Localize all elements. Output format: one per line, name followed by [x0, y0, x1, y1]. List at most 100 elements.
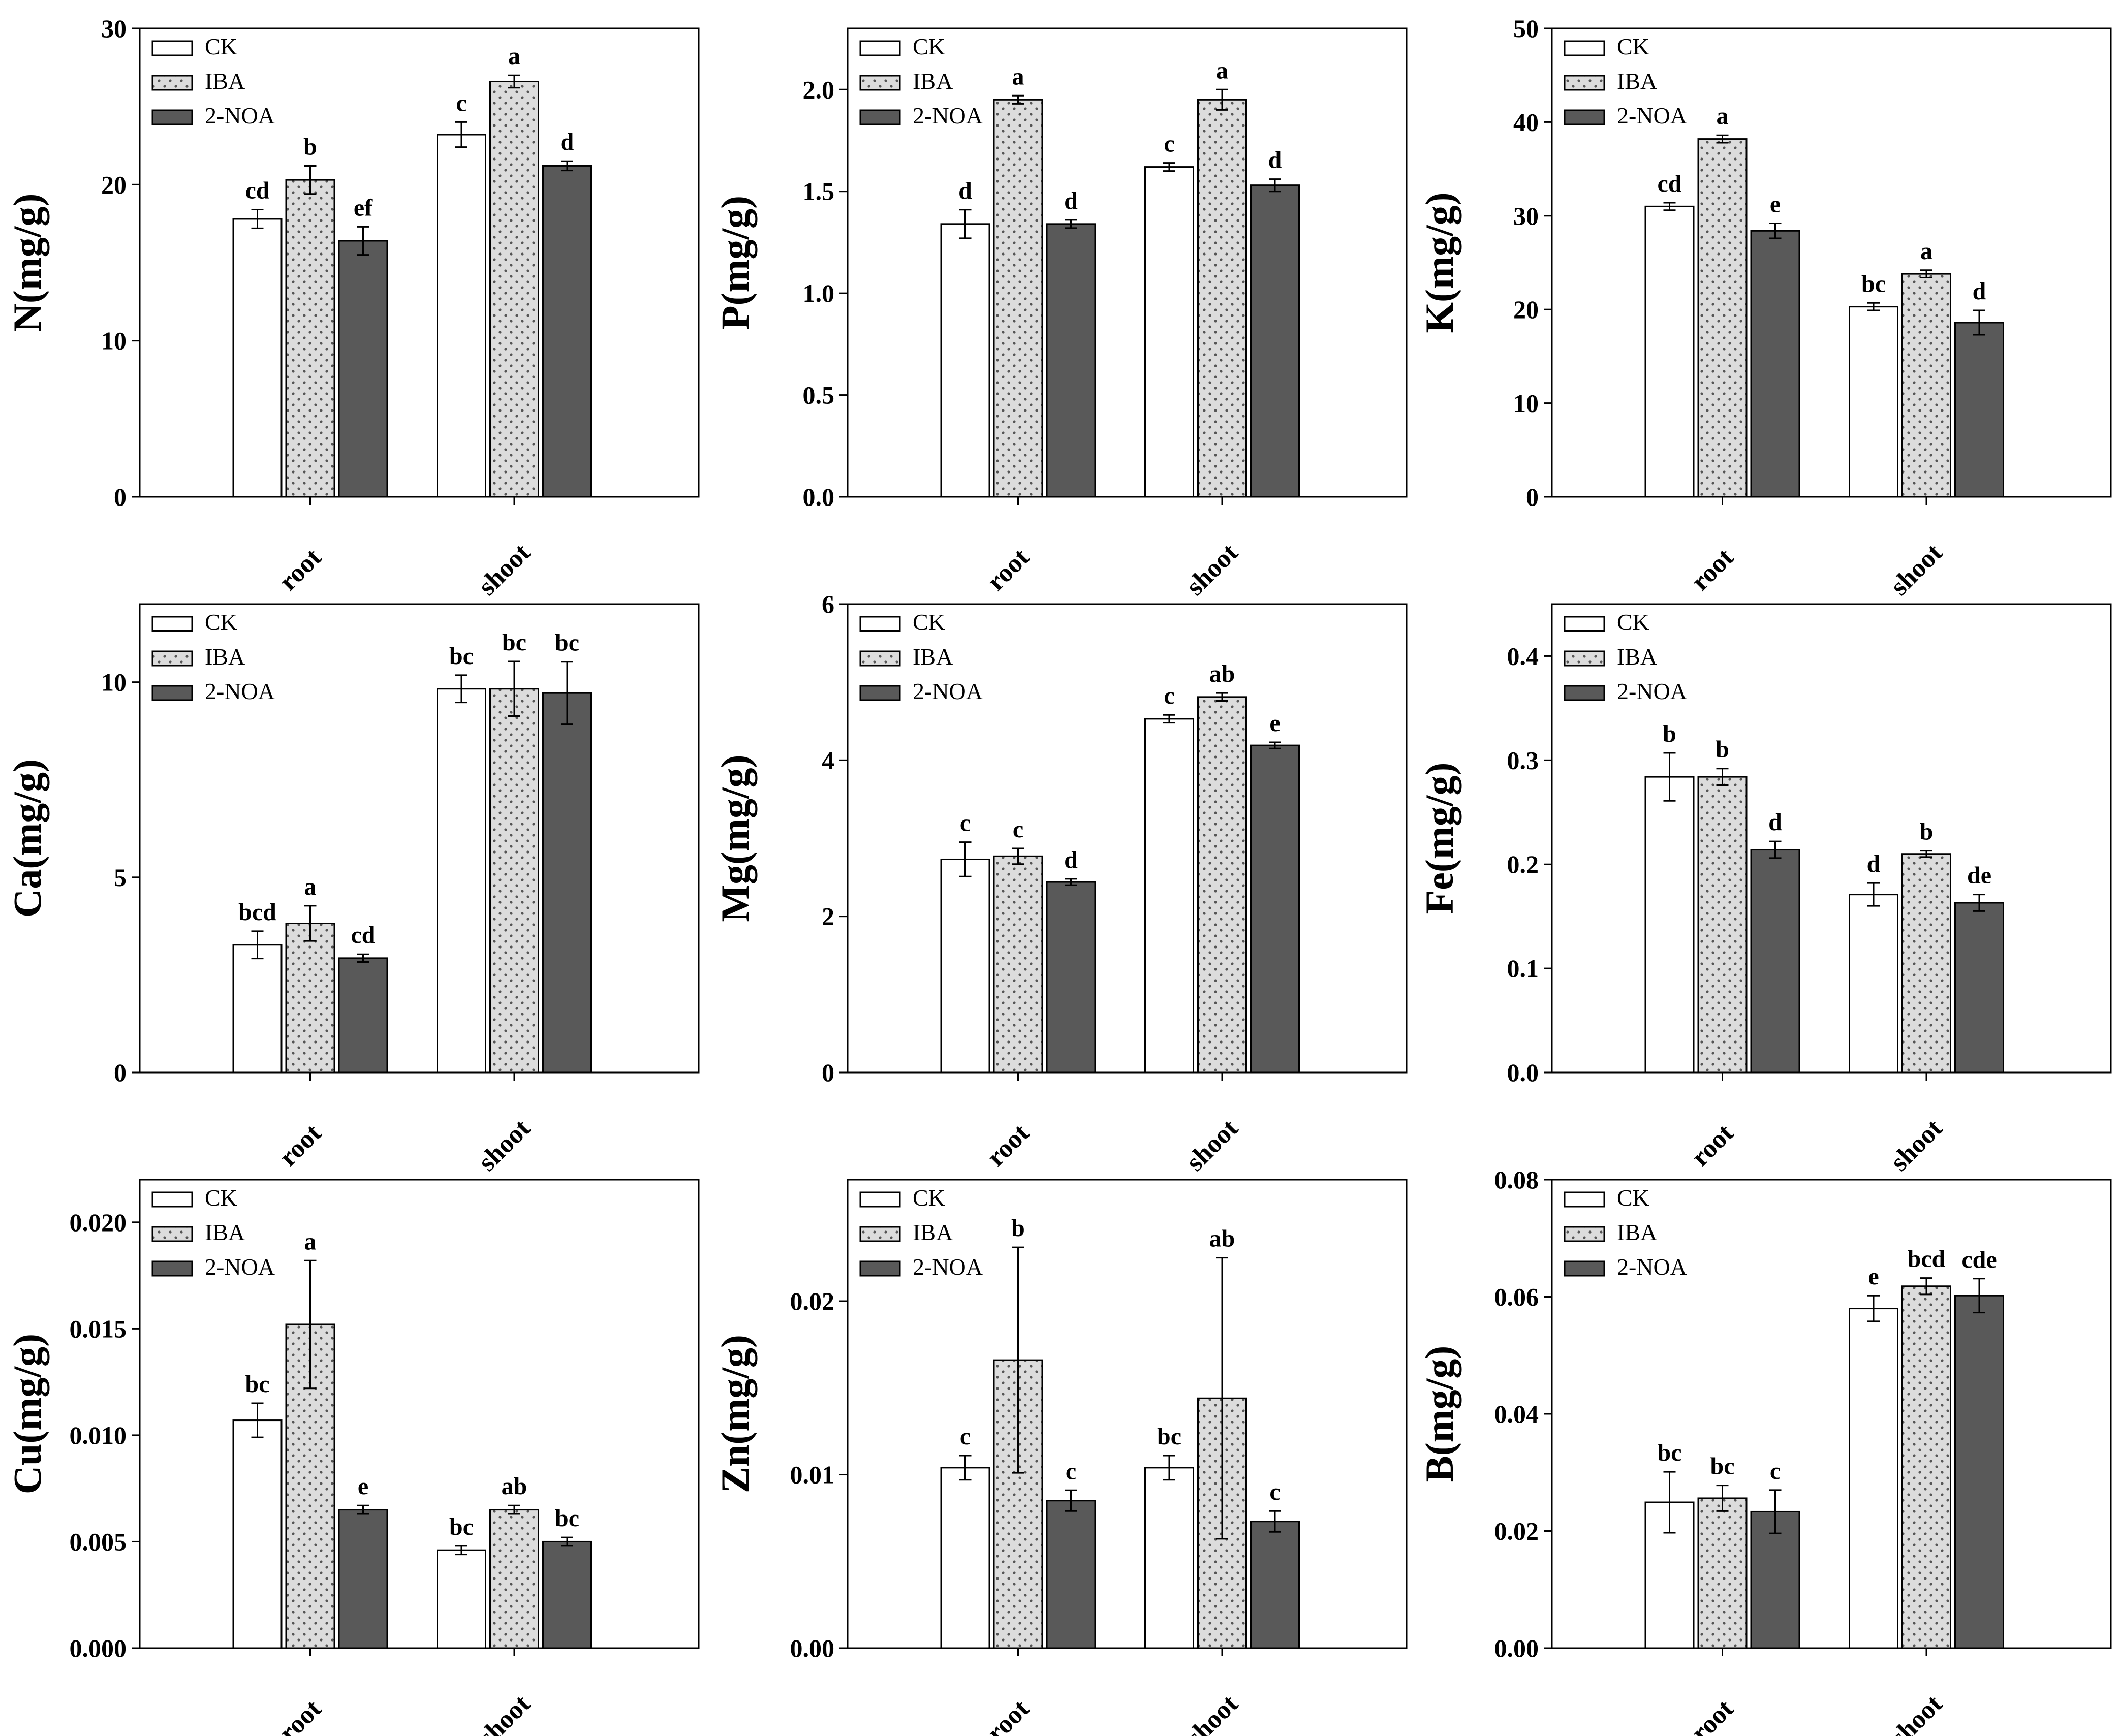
legend-label: 2-NOA [913, 678, 983, 704]
significance-label: bc [1710, 1453, 1735, 1480]
bar-2-noa [1954, 902, 2004, 1074]
legend-label: CK [205, 609, 237, 635]
significance-label: d [560, 129, 574, 155]
y-tick-label: 2.0 [803, 75, 835, 104]
bar-2-noa [1250, 184, 1300, 498]
legend-swatch-iba [151, 650, 193, 667]
y-tick-label: 0.00 [790, 1634, 835, 1662]
x-category-label: root [1686, 1118, 1739, 1172]
y-tick-label: 0.01 [790, 1461, 835, 1489]
y-tick-label: 0.5 [803, 381, 835, 409]
x-category-label: root [981, 543, 1035, 596]
significance-label: a [1920, 238, 1932, 265]
y-axis-label: Mg(mg/g) [713, 754, 757, 922]
y-tick-label: 20 [101, 170, 127, 199]
x-category-label: shoot [1180, 538, 1244, 602]
legend-label: 2-NOA [205, 1254, 275, 1280]
bar-ck [232, 218, 283, 498]
x-category-label: shoot [473, 1114, 536, 1177]
plot-frame [1551, 27, 2112, 498]
significance-label: c [1164, 131, 1174, 157]
legend-swatch-2-noa [1564, 1260, 1605, 1277]
legend-label: CK [1617, 34, 1649, 59]
significance-label: bc [1658, 1439, 1682, 1466]
x-category-label: shoot [1885, 1114, 1948, 1177]
legend-swatch-ck [1564, 1191, 1605, 1208]
significance-label: d [1064, 846, 1078, 873]
significance-label: d [1064, 187, 1078, 214]
significance-label: b [1920, 818, 1934, 845]
legend-swatch-ck [151, 1191, 193, 1208]
x-category-label: shoot [1885, 538, 1948, 602]
significance-label: b [1716, 736, 1729, 763]
y-tick-label: 1.0 [803, 279, 835, 307]
x-category-label: shoot [1885, 1689, 1948, 1736]
legend-label: IBA [205, 644, 245, 670]
legend: CK IBA 2-NOA [1564, 34, 1687, 129]
y-axis-label: Zn(mg/g) [713, 1335, 757, 1493]
significance-label: a [1717, 103, 1729, 130]
y-tick-label: 0.015 [70, 1314, 127, 1343]
significance-label: e [1868, 1263, 1879, 1290]
significance-label: de [1967, 862, 1991, 889]
y-tick-label: 0 [1526, 483, 1539, 511]
legend-label: 2-NOA [1617, 103, 1687, 129]
significance-label: cd [1658, 170, 1682, 197]
significance-label: bc [449, 1513, 474, 1540]
bar-ck [1644, 205, 1695, 498]
y-tick-label: 0.00 [1494, 1634, 1539, 1662]
bar-2-noa [1250, 1521, 1300, 1649]
significance-label: cd [245, 177, 270, 204]
x-category-label: shoot [473, 1689, 536, 1736]
significance-label: cd [351, 922, 376, 949]
bar-2-noa [1954, 322, 2004, 498]
legend-label: IBA [913, 644, 953, 670]
legend: CK IBA 2-NOA [151, 609, 275, 704]
bar-2-noa [1046, 223, 1096, 498]
chart-b: 0.00 0.02 0.04 0.06 0.08 B(mg/g) root bc bc c shoo… [1417, 1165, 2112, 1736]
y-axis-label: Cu(mg/g) [5, 1334, 49, 1494]
significance-label: b [1663, 720, 1676, 747]
y-tick-label: 0.3 [1507, 746, 1539, 774]
legend-label: IBA [913, 68, 953, 94]
bar-ck [1144, 718, 1194, 1074]
chart-mg: 0 2 4 6 Mg(mg/g) root c c d shoot c ab e CK IBA 2-NOA [713, 590, 1408, 1177]
x-category-label: root [273, 1694, 327, 1736]
y-tick-label: 0 [822, 1058, 834, 1087]
significance-label: c [1770, 1458, 1781, 1485]
y-tick-label: 0.08 [1494, 1165, 1539, 1194]
bar-2-noa [542, 1540, 592, 1649]
x-category-label: root [981, 1694, 1035, 1736]
x-category-label: shoot [1180, 1114, 1244, 1177]
y-tick-label: 0.0 [803, 483, 835, 511]
x-category-label: shoot [473, 538, 536, 602]
significance-label: bc [1861, 270, 1886, 297]
significance-label: c [456, 89, 466, 116]
significance-label: ab [502, 1473, 527, 1500]
x-category-label: root [981, 1118, 1035, 1172]
y-tick-label: 40 [1513, 108, 1539, 136]
legend-swatch-ck [859, 616, 901, 632]
x-category-label: root [1686, 1694, 1739, 1736]
y-tick-label: 50 [1513, 14, 1539, 43]
bar-ck [1849, 306, 1898, 498]
bar-ck [1144, 1467, 1194, 1649]
bar-iba [489, 1509, 539, 1649]
legend-label: 2-NOA [205, 103, 275, 129]
y-tick-label: 0.1 [1507, 954, 1539, 983]
legend-swatch-ck [151, 40, 193, 56]
chart-cu: 0.000 0.005 0.010 0.015 0.020 Cu(mg/g) root bc a… [5, 1179, 700, 1736]
bar-2-noa [1046, 881, 1096, 1074]
significance-label: cde [1961, 1246, 1997, 1273]
bar-iba [1901, 853, 1951, 1074]
legend-label: CK [205, 1185, 237, 1211]
legend-swatch-iba [859, 1226, 901, 1242]
legend-label: CK [913, 34, 945, 59]
y-tick-label: 6 [822, 590, 834, 618]
legend-label: CK [913, 609, 945, 635]
bar-iba [489, 80, 539, 498]
y-tick-label: 10 [1513, 389, 1539, 418]
significance-label: bc [449, 643, 474, 670]
legend-label: CK [1617, 609, 1649, 635]
bar-2-noa [1750, 230, 1800, 498]
